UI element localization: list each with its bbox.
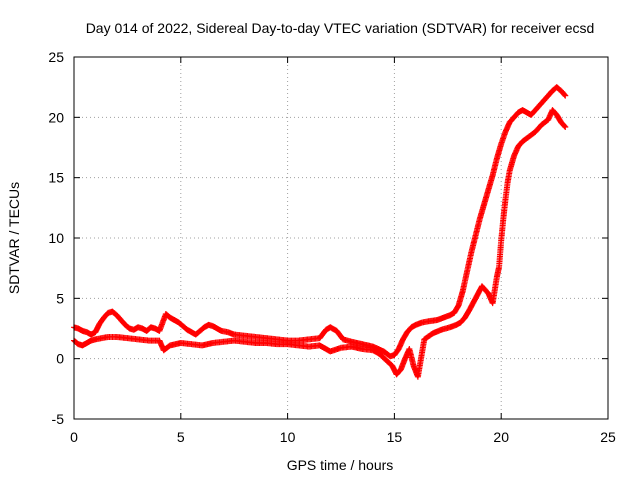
y-tick-label: 10 — [48, 230, 64, 246]
data-point — [562, 123, 569, 130]
y-tick-label: 25 — [48, 49, 64, 65]
data-point — [561, 123, 568, 130]
data-layer — [71, 84, 569, 380]
y-tick-label: 20 — [48, 109, 64, 125]
x-tick-label: 0 — [70, 429, 78, 445]
series-1 — [71, 107, 569, 380]
x-tick-label: 25 — [600, 429, 616, 445]
x-axis-label: GPS time / hours — [287, 457, 394, 473]
y-tick-label: -5 — [52, 411, 65, 427]
y-tick-label: 0 — [56, 351, 64, 367]
x-tick-label: 5 — [177, 429, 185, 445]
chart-title: Day 014 of 2022, Sidereal Day-to-day VTE… — [86, 20, 595, 36]
x-tick-label: 10 — [280, 429, 296, 445]
series-0 — [71, 84, 569, 360]
y-tick-label: 5 — [56, 290, 64, 306]
x-tick-label: 20 — [493, 429, 509, 445]
data-point — [561, 91, 568, 98]
data-point — [562, 92, 569, 99]
tick-layer: 0 5 10 15 20 25 -5 0 5 10 15 20 25 — [48, 49, 616, 445]
y-tick-label: 15 — [48, 170, 64, 186]
y-axis-label: SDTVAR / TECUs — [6, 182, 22, 294]
x-tick-label: 15 — [387, 429, 403, 445]
